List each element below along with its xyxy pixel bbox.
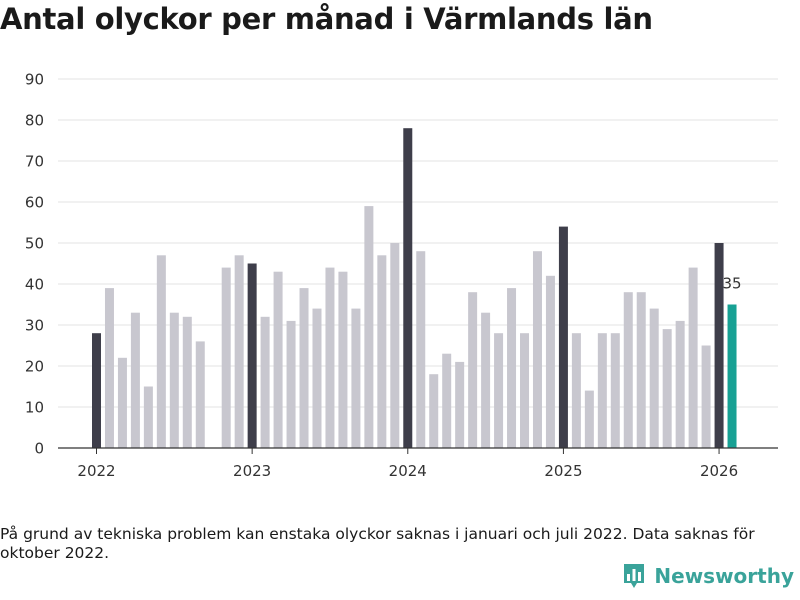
x-tick-label: 2022: [77, 462, 115, 480]
bar: [597, 333, 607, 448]
bar: [286, 320, 296, 448]
bar: [338, 271, 348, 448]
y-tick-label: 80: [25, 112, 44, 130]
y-tick-label: 0: [34, 440, 44, 458]
y-tick-label: 20: [25, 358, 44, 376]
y-tick-label: 30: [25, 317, 44, 335]
bar: [104, 288, 114, 448]
bar: [636, 292, 646, 448]
bar: [494, 333, 504, 448]
bar: [130, 312, 140, 448]
bar: [520, 333, 530, 448]
bar: [247, 263, 257, 448]
bar: [688, 267, 698, 448]
bar: [403, 128, 413, 448]
brand: Newsworthy: [622, 562, 794, 590]
bar: [481, 312, 491, 448]
bar: [468, 292, 478, 448]
y-tick-label: 60: [25, 194, 44, 212]
bar: [156, 255, 166, 448]
bar: [416, 251, 426, 448]
page-title: Antal olyckor per månad i Värmlands län: [0, 2, 653, 36]
x-tick-label: 2025: [544, 462, 582, 480]
footnote: På grund av tekniska problem kan enstaka…: [0, 525, 755, 562]
bar: [182, 316, 192, 448]
bar: [571, 333, 581, 448]
bar: [649, 308, 659, 448]
bar: [701, 345, 711, 448]
bar: [610, 333, 620, 448]
bar: [442, 353, 452, 448]
bar: [260, 316, 270, 448]
x-tick-label: 2023: [233, 462, 271, 480]
bars: [92, 128, 737, 448]
newsworthy-logo-icon: [624, 564, 645, 588]
bar: [273, 271, 283, 448]
x-tick-label: 2024: [389, 462, 427, 480]
bar: [325, 267, 335, 448]
bar: [92, 333, 101, 448]
y-tick-label: 90: [25, 71, 44, 89]
bar: [662, 329, 672, 448]
bar: [377, 255, 387, 448]
bar: [195, 341, 205, 448]
bar: [584, 390, 594, 448]
bar: [558, 226, 568, 448]
bar: [507, 288, 517, 448]
bar: [221, 267, 231, 448]
bar: [234, 255, 244, 448]
bar: [675, 320, 685, 448]
bar: [312, 308, 322, 448]
data-label: 35: [722, 275, 741, 293]
bar: [429, 374, 439, 448]
bar-chart: 0 10 20 30 40 50 60 70 80 90 35 2022 2023 2024 2025 202…: [25, 71, 778, 480]
bar: [169, 312, 179, 448]
bar: [623, 292, 633, 448]
y-tick-label: 50: [25, 235, 44, 253]
bar: [545, 275, 555, 448]
bar: [455, 361, 465, 448]
axes: 0 10 20 30 40 50 60 70 80 90 35 2022 2023 2024 2025 202…: [25, 71, 778, 480]
y-tick-label: 40: [25, 276, 44, 294]
bar: [117, 357, 127, 448]
bar: [299, 288, 309, 448]
y-tick-label: 10: [25, 399, 44, 417]
brand-name: Newsworthy: [654, 564, 794, 588]
bar: [532, 251, 542, 448]
bar: [390, 243, 400, 448]
bar: [351, 308, 361, 448]
y-tick-label: 70: [25, 153, 44, 171]
bar: [143, 386, 153, 448]
bar: [727, 304, 737, 448]
bar: [714, 243, 724, 448]
bar: [364, 206, 374, 448]
x-tick-label: 2026: [700, 462, 738, 480]
